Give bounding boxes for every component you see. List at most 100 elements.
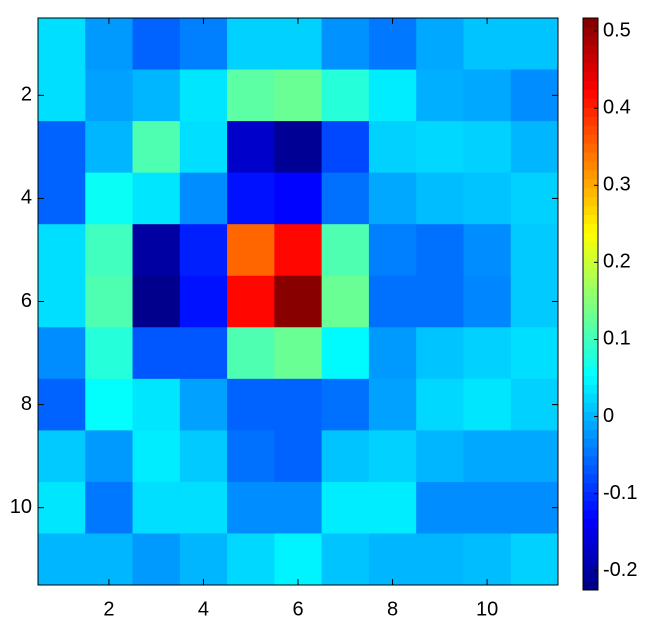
x-tick-label: 2	[103, 598, 114, 620]
colorbar-band	[583, 89, 598, 99]
heat-cell	[179, 275, 228, 328]
heat-cell	[274, 172, 323, 225]
colorbar-band	[583, 98, 598, 108]
heat-cell	[132, 533, 181, 586]
colorbar-band	[583, 429, 598, 439]
heat-cell	[38, 378, 86, 431]
heat-cell	[510, 430, 559, 483]
colorbar-band	[583, 223, 598, 233]
heat-cell	[416, 275, 464, 328]
heat-cell	[85, 121, 134, 174]
heat-cell	[368, 69, 417, 122]
y-tick-label: 8	[21, 393, 32, 415]
colorbar-band	[583, 509, 598, 519]
heat-cell	[463, 327, 512, 380]
colorbar-band	[583, 53, 598, 64]
heat-cell	[179, 533, 228, 586]
colorbar-band	[583, 527, 598, 537]
colorbar-band	[583, 169, 598, 180]
colorbar-band	[583, 411, 598, 421]
x-tick-label: 8	[387, 598, 398, 620]
heat-cell	[85, 327, 134, 380]
heat-cell	[179, 327, 228, 380]
y-tick-label: 4	[21, 187, 32, 209]
heat-cell	[227, 224, 275, 277]
heat-cell	[463, 224, 512, 277]
heat-cell	[132, 378, 181, 431]
colorbar-band	[583, 62, 598, 73]
colorbar-band	[583, 116, 598, 126]
heat-cell	[227, 275, 275, 328]
heat-cell	[321, 430, 370, 483]
colorbar-band	[583, 357, 598, 368]
colorbar-band	[583, 545, 598, 555]
heat-cell	[179, 430, 228, 483]
colorbar-band	[583, 420, 598, 430]
heat-cell	[510, 481, 559, 534]
colorbar-band	[583, 482, 598, 493]
heat-cell	[227, 533, 275, 586]
heat-cell	[85, 275, 134, 328]
colorbar-band	[583, 321, 598, 332]
colorbar-band	[583, 402, 598, 412]
heat-cell	[85, 18, 134, 71]
heat-cell	[38, 533, 86, 586]
x-tick-label: 6	[292, 598, 303, 620]
heat-cell	[463, 533, 512, 586]
heat-cell	[463, 69, 512, 122]
colorbar-band	[583, 125, 598, 135]
heat-cell	[132, 121, 181, 174]
heat-cell	[368, 18, 417, 71]
heat-cell	[179, 378, 228, 431]
heat-cell	[368, 533, 417, 586]
heat-cell	[416, 533, 464, 586]
heat-cell	[274, 18, 323, 71]
colorbar-band	[583, 259, 598, 269]
heat-cell	[38, 481, 86, 534]
y-tick-label: 2	[21, 84, 32, 106]
heat-cell	[227, 481, 275, 534]
colorbar-band	[583, 286, 598, 296]
heat-cell	[321, 275, 370, 328]
colorbar-band	[583, 161, 598, 171]
heat-cell	[321, 481, 370, 534]
colorbar-band	[583, 35, 598, 46]
heat-cell	[416, 69, 464, 122]
heat-cell	[416, 224, 464, 277]
colorbar-band	[583, 232, 598, 242]
heat-cell	[227, 18, 275, 71]
heat-cell	[321, 327, 370, 380]
heat-cell	[227, 430, 275, 483]
heat-cell	[132, 172, 181, 225]
colorbar-band	[583, 348, 598, 359]
colorbar-band	[583, 393, 598, 403]
heat-cell	[510, 533, 559, 586]
heat-cell	[85, 172, 134, 225]
colorbar-band	[583, 339, 598, 350]
colorbar-tick-label: 0.2	[603, 251, 631, 273]
colorbar-band	[583, 44, 598, 55]
colorbar-band	[583, 304, 598, 314]
heat-cell	[132, 430, 181, 483]
heat-cell	[510, 172, 559, 225]
colorbar-band	[583, 152, 598, 162]
heat-cell	[416, 121, 464, 174]
heat-cell	[274, 378, 323, 431]
heat-cell	[132, 18, 181, 71]
colorbar-band	[583, 143, 598, 153]
colorbar-band	[583, 187, 598, 198]
heat-cell	[368, 172, 417, 225]
heat-cell	[416, 172, 464, 225]
colorbar-band	[583, 447, 598, 457]
colorbar-tick-label: 0.4	[603, 96, 631, 118]
colorbar-tick-label: -0.2	[603, 559, 637, 581]
heat-cell	[227, 378, 275, 431]
colorbar-band	[583, 473, 598, 484]
heat-cell	[274, 275, 323, 328]
heat-cell	[179, 18, 228, 71]
heat-cell	[85, 481, 134, 534]
colorbar-band	[583, 178, 598, 189]
colorbar-band	[583, 438, 598, 448]
heat-cell	[85, 224, 134, 277]
heat-cell	[510, 275, 559, 328]
